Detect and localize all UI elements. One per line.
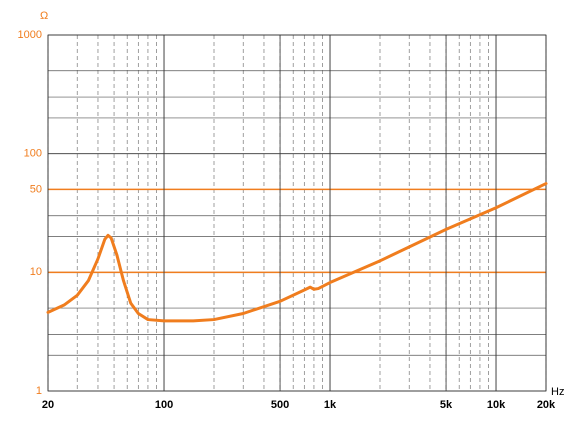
x-tick-label: 20 xyxy=(42,399,54,411)
x-tick-label: 500 xyxy=(271,399,289,411)
plot-frame xyxy=(47,34,547,392)
x-tick-label: 1k xyxy=(324,399,337,411)
impedance-curve xyxy=(46,182,548,323)
y-tick-label: 1 xyxy=(36,385,42,397)
y-tick-label: 50 xyxy=(30,183,42,195)
y-tick-label: 1000 xyxy=(18,29,42,41)
y-tick-label: 100 xyxy=(24,148,42,160)
y-tick-label: 10 xyxy=(30,266,42,278)
x-tick-label: 10k xyxy=(487,399,506,411)
x-tick-label: 5k xyxy=(440,399,453,411)
x-axis-label: Hz xyxy=(551,386,564,398)
x-tick-label: 20k xyxy=(537,399,556,411)
y-axis-label: Ω xyxy=(40,10,48,22)
x-tick-label: 100 xyxy=(155,399,173,411)
